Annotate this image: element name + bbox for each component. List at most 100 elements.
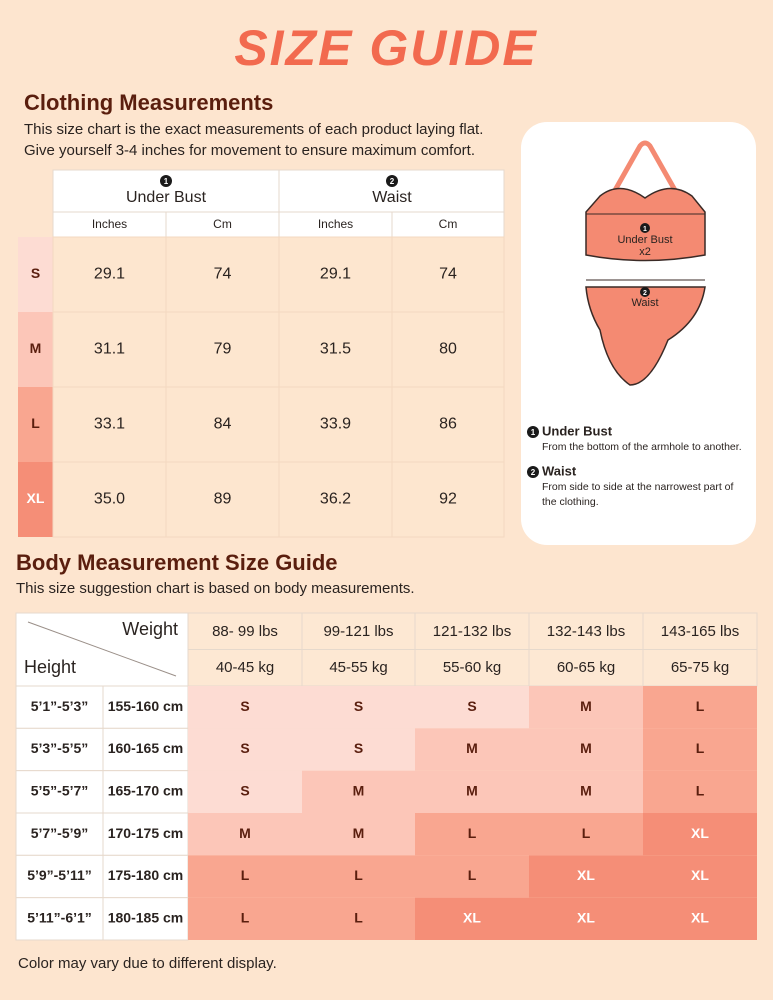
measure-label: Under Bust	[617, 234, 672, 246]
number: 1	[531, 428, 536, 437]
height-cell	[102, 812, 189, 856]
size-label: M	[30, 340, 42, 356]
size-label: L	[241, 910, 250, 926]
number-badge	[160, 175, 172, 187]
value: 36.2	[320, 491, 351, 508]
size-label: XL	[463, 910, 481, 926]
value-cell	[391, 311, 505, 388]
unit-header: Cm	[213, 217, 232, 231]
header-cell	[528, 612, 644, 650]
value: 92	[439, 491, 457, 508]
value-cell	[52, 236, 167, 313]
size-label: M	[353, 783, 365, 799]
number: 1	[643, 226, 647, 233]
size-label: S	[240, 783, 249, 799]
weight-kg: 45-55 kg	[329, 659, 387, 676]
header-cell	[528, 649, 644, 687]
size-cell	[18, 237, 53, 312]
unit-header: Cm	[439, 217, 458, 231]
size-cell	[188, 770, 302, 813]
number: 1	[164, 177, 169, 186]
header-cell	[414, 612, 530, 650]
size-label: XL	[27, 490, 45, 506]
unit-header: Inches	[318, 217, 353, 231]
value: 29.1	[320, 266, 351, 283]
size-cell	[302, 897, 415, 940]
height-cm: 175-180 cm	[108, 867, 184, 883]
size-label: L	[468, 825, 477, 841]
size-label: S	[467, 698, 476, 714]
size-cell	[529, 855, 643, 898]
legend-text: From side to side at the narrowest part …	[542, 481, 734, 493]
height-cm: 165-170 cm	[108, 783, 184, 799]
weight-kg: 65-75 kg	[671, 659, 729, 676]
size-label: L	[696, 740, 705, 756]
legend-text: the clothing.	[542, 496, 599, 508]
size-cell	[529, 813, 643, 856]
value-cell	[165, 386, 280, 463]
size-cell	[188, 686, 302, 729]
size-label: M	[353, 825, 365, 841]
height-cell	[102, 727, 189, 772]
header-cell	[642, 612, 758, 650]
size-label: S	[354, 740, 363, 756]
halter-strap	[611, 140, 679, 194]
diagonal	[27, 621, 177, 677]
height-cell	[15, 770, 104, 814]
value: 89	[214, 491, 232, 508]
size-label: M	[580, 698, 592, 714]
height-label: Height	[24, 657, 76, 677]
size-label: M	[466, 740, 478, 756]
size-cell	[188, 813, 302, 856]
height-cell	[15, 812, 104, 856]
weight-label: Weight	[122, 619, 178, 639]
description: This size chart is the exact measurement…	[24, 121, 483, 138]
number: 2	[390, 177, 395, 186]
height-cm: 170-175 cm	[108, 825, 184, 841]
description: This size suggestion chart is based on b…	[16, 580, 415, 597]
column-header: Under Bust	[126, 189, 207, 206]
size-label: S	[31, 265, 40, 281]
value: 84	[214, 416, 232, 433]
diagram-panel: 1 Under Bust x2 2 Waist 1 Under BustFrom …	[521, 122, 756, 545]
size-cell	[529, 897, 643, 940]
weight-lbs: 121-132 lbs	[433, 623, 511, 640]
size-label: L	[696, 698, 705, 714]
size-label: S	[240, 698, 249, 714]
size-cell	[302, 813, 415, 856]
size-cell	[415, 686, 529, 729]
weight-lbs: 132-143 lbs	[547, 623, 625, 640]
size-cell	[529, 728, 643, 771]
size-label: S	[240, 740, 249, 756]
legend-title: Waist	[542, 463, 577, 478]
value-cell	[52, 461, 167, 538]
height-ft: 5’1”-5’3”	[31, 698, 89, 714]
value-cell	[391, 386, 505, 463]
measure-label: Waist	[631, 297, 658, 309]
size-cell	[643, 728, 757, 771]
value-cell	[391, 461, 505, 538]
size-label: M	[239, 825, 251, 841]
size-cell	[18, 462, 53, 537]
height-ft: 5’11”-6’1”	[27, 910, 92, 926]
value: 79	[214, 341, 232, 358]
height-cell	[15, 727, 104, 772]
value: 31.5	[320, 341, 351, 358]
value-cell	[165, 236, 280, 313]
size-cell	[302, 728, 415, 771]
number-badge	[386, 175, 398, 187]
size-label: M	[466, 783, 478, 799]
size-label: M	[580, 740, 592, 756]
size-label: XL	[691, 910, 709, 926]
size-cell	[188, 897, 302, 940]
size-label: L	[31, 415, 40, 431]
legend-text: From the bottom of the armhole to anothe…	[542, 441, 742, 453]
number: 2	[643, 290, 647, 297]
size-cell	[529, 770, 643, 813]
header-cell	[187, 649, 303, 687]
height-cell	[15, 897, 104, 941]
size-label: M	[580, 783, 592, 799]
value: 35.0	[94, 491, 125, 508]
